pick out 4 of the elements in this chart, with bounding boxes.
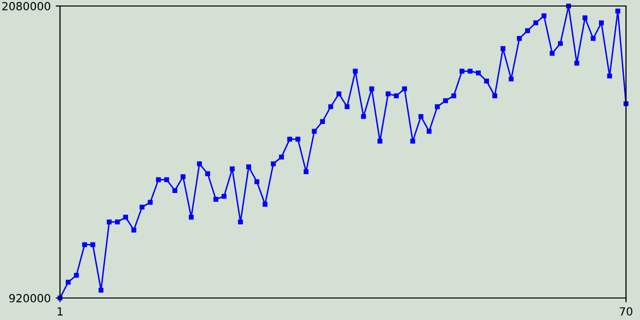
y-tick-label: 2080000 <box>2 2 50 10</box>
y-tick-label: 920000 <box>9 294 50 302</box>
x-tick-label: 70 <box>620 307 632 316</box>
x-tick-label: 1 <box>58 307 63 316</box>
